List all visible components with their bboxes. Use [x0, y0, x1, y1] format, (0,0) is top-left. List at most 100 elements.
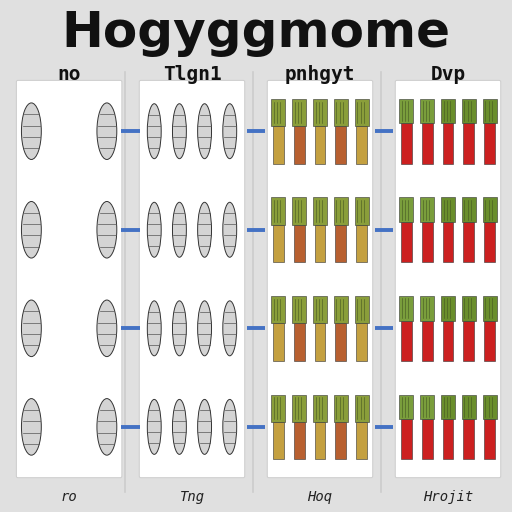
Bar	[356, 422, 367, 459]
Text: ro: ro	[61, 489, 77, 504]
Bar	[271, 198, 285, 225]
Bar	[399, 296, 413, 321]
Bar	[314, 422, 326, 459]
Bar	[463, 321, 474, 360]
Text: Hrojit: Hrojit	[423, 489, 473, 504]
Bar	[462, 296, 476, 321]
Ellipse shape	[97, 300, 117, 356]
Bar	[294, 225, 305, 262]
Bar	[292, 99, 306, 126]
Bar	[441, 198, 455, 222]
Bar	[273, 323, 284, 360]
Bar	[420, 296, 434, 321]
Bar	[273, 422, 284, 459]
Bar	[420, 395, 434, 419]
Bar	[313, 99, 327, 126]
Bar	[292, 198, 306, 225]
Bar	[314, 225, 326, 262]
Bar	[356, 225, 367, 262]
Ellipse shape	[223, 301, 237, 356]
Bar	[441, 395, 455, 419]
Bar	[420, 198, 434, 222]
Ellipse shape	[198, 202, 211, 257]
Bar	[355, 99, 369, 126]
Bar	[334, 296, 348, 323]
Ellipse shape	[173, 399, 186, 454]
Bar	[422, 321, 433, 360]
Bar	[355, 198, 369, 225]
Bar	[401, 123, 412, 163]
Ellipse shape	[223, 202, 237, 257]
Bar	[314, 323, 326, 360]
Bar	[422, 419, 433, 459]
FancyBboxPatch shape	[16, 80, 122, 478]
Bar	[399, 99, 413, 123]
Bar	[484, 222, 495, 262]
FancyBboxPatch shape	[139, 80, 245, 478]
Text: Tlgn1: Tlgn1	[163, 65, 221, 84]
Bar	[294, 422, 305, 459]
Bar	[463, 419, 474, 459]
Bar	[335, 126, 346, 163]
Bar	[314, 126, 326, 163]
Ellipse shape	[223, 399, 237, 454]
Bar	[441, 296, 455, 321]
Bar	[462, 198, 476, 222]
Bar	[399, 395, 413, 419]
Bar	[271, 395, 285, 422]
Text: Hoq: Hoq	[307, 489, 333, 504]
Bar	[483, 395, 497, 419]
Bar	[484, 321, 495, 360]
Text: Dvp: Dvp	[431, 65, 465, 84]
Ellipse shape	[147, 399, 161, 454]
Ellipse shape	[173, 104, 186, 159]
Bar	[463, 123, 474, 163]
Bar	[294, 323, 305, 360]
Bar	[442, 123, 454, 163]
Bar	[273, 126, 284, 163]
Bar	[294, 126, 305, 163]
Bar	[335, 323, 346, 360]
Text: pnhgyt: pnhgyt	[285, 65, 355, 84]
Bar	[356, 126, 367, 163]
Bar	[335, 225, 346, 262]
Ellipse shape	[173, 301, 186, 356]
Bar	[292, 395, 306, 422]
Bar	[463, 222, 474, 262]
Text: Tng: Tng	[179, 489, 205, 504]
Bar	[334, 198, 348, 225]
Bar	[355, 296, 369, 323]
Bar	[442, 321, 454, 360]
Bar	[401, 321, 412, 360]
Ellipse shape	[147, 104, 161, 159]
Ellipse shape	[22, 103, 41, 159]
Bar	[401, 419, 412, 459]
FancyBboxPatch shape	[267, 80, 373, 478]
Bar	[356, 323, 367, 360]
Bar	[399, 198, 413, 222]
Bar	[484, 419, 495, 459]
Bar	[462, 395, 476, 419]
Bar	[483, 296, 497, 321]
Bar	[462, 99, 476, 123]
Text: no: no	[57, 65, 81, 84]
Text: Hogyggmome: Hogyggmome	[61, 9, 451, 57]
Ellipse shape	[198, 104, 211, 159]
Bar	[355, 395, 369, 422]
Bar	[334, 395, 348, 422]
Ellipse shape	[22, 300, 41, 356]
Ellipse shape	[97, 202, 117, 258]
Ellipse shape	[22, 202, 41, 258]
Bar	[483, 198, 497, 222]
Ellipse shape	[147, 301, 161, 356]
Bar	[271, 99, 285, 126]
Bar	[420, 99, 434, 123]
Ellipse shape	[147, 202, 161, 257]
Bar	[271, 296, 285, 323]
Ellipse shape	[22, 399, 41, 455]
Bar	[442, 222, 454, 262]
Bar	[442, 419, 454, 459]
Bar	[313, 296, 327, 323]
Bar	[401, 222, 412, 262]
Bar	[441, 99, 455, 123]
